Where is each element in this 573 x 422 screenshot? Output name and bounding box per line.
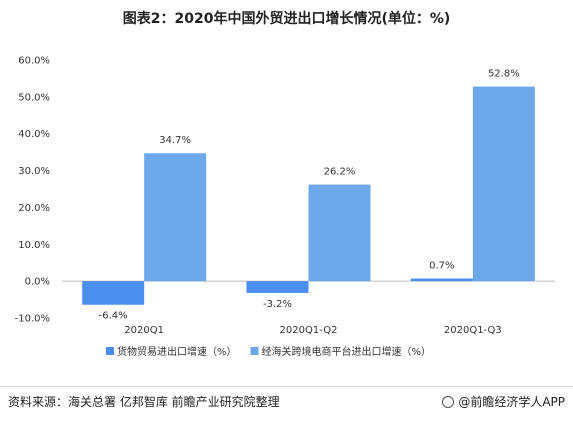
bar-series2 xyxy=(144,153,207,282)
bar-series1 xyxy=(246,281,309,293)
y-tick-label: 40.0% xyxy=(18,129,50,140)
bar-chart: 60.0% 50.0% 40.0% 30.0% 20.0% 10.0% 0.0% -10.0%… xyxy=(15,56,555,358)
y-tick-label: 50.0% xyxy=(18,92,50,103)
brand-logo-icon xyxy=(442,395,455,408)
bar-value-label: -3.2% xyxy=(263,299,292,310)
bar-series1 xyxy=(82,281,145,305)
x-category-label: 2020Q1-Q2 xyxy=(280,325,338,336)
x-category-label: 2020Q1 xyxy=(124,325,164,336)
footer: 资料来源：海关总署 亿邦智库 前瞻产业研究院整理 @前瞻经济学人APP xyxy=(0,386,573,422)
legend-swatch xyxy=(106,347,114,355)
y-tick-label: 30.0% xyxy=(18,166,50,177)
legend-label: 经海关跨境电商平台进出口增速（%） xyxy=(262,345,432,358)
bar-series2 xyxy=(472,86,535,282)
y-tick-label: 60.0% xyxy=(18,56,50,67)
chart-title: 图表2：2020年中国外贸进出口增长情况(单位：%) xyxy=(122,11,451,27)
legend-label: 货物贸易进出口增速（%） xyxy=(117,345,237,358)
bar-value-label: -6.4% xyxy=(99,311,128,322)
source-text: 资料来源：海关总署 亿邦智库 前瞻产业研究院整理 xyxy=(8,395,280,409)
bar-series1 xyxy=(410,278,473,282)
y-tick-label: 0.0% xyxy=(25,277,50,288)
y-tick-label: 10.0% xyxy=(18,240,50,251)
x-category-label: 2020Q1-Q3 xyxy=(444,325,502,336)
bar-value-label: 34.7% xyxy=(159,135,191,146)
bar-value-label: 26.2% xyxy=(324,167,356,178)
brand-label: @前瞻经济学人APP xyxy=(458,395,565,409)
bar-value-label: 0.7% xyxy=(429,261,454,272)
y-tick-label: -10.0% xyxy=(15,314,50,325)
bar-series2 xyxy=(308,184,371,282)
legend-swatch xyxy=(250,347,259,355)
y-tick-label: 20.0% xyxy=(18,203,50,214)
bar-value-label: 52.8% xyxy=(488,69,520,80)
brand: @前瞻经济学人APP xyxy=(442,393,565,410)
